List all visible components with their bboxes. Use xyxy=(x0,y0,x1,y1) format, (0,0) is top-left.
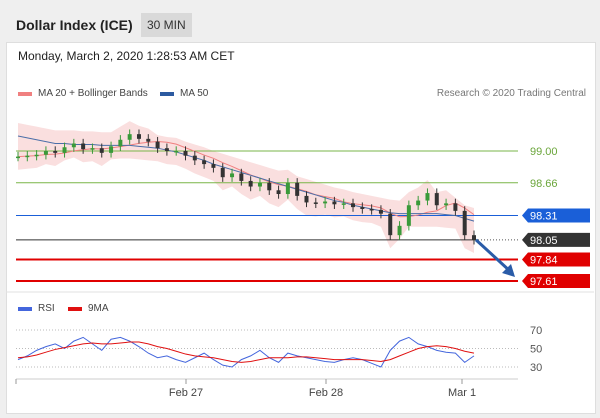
candle-body xyxy=(71,143,76,148)
legend-rsi: RSI xyxy=(18,303,55,314)
candle-body xyxy=(183,151,188,156)
level-label-98.31: 98.31 xyxy=(530,211,558,223)
candle-body xyxy=(109,146,114,153)
rsi-swatch xyxy=(18,306,32,311)
legend-ma50-label: MA 50 xyxy=(180,88,209,99)
candle-body xyxy=(192,155,197,161)
candle-body xyxy=(323,201,328,204)
candle-body xyxy=(155,141,160,149)
level-tag-97.61 xyxy=(522,274,590,288)
candle-body xyxy=(239,173,244,181)
level-label-97.61: 97.61 xyxy=(530,276,558,288)
candle-body xyxy=(220,167,225,178)
candle-body xyxy=(34,154,39,157)
header-bar: Dollar Index (ICE) 30 MIN xyxy=(0,0,600,44)
x-tick-label-1: Feb 28 xyxy=(309,387,343,399)
candle-body xyxy=(378,209,383,214)
ma50-swatch xyxy=(160,91,174,96)
candle-body xyxy=(276,190,281,195)
candle-body xyxy=(332,201,337,205)
candle-body xyxy=(397,225,402,236)
rsi-level-label-70: 70 xyxy=(530,325,542,337)
x-tick-label-2: Mar 1 xyxy=(448,387,476,399)
chart-timestamp: Monday, March 2, 2020 1:28:53 AM CET xyxy=(18,49,235,63)
bollinger-band xyxy=(18,121,474,253)
candle-body xyxy=(472,235,476,240)
candle-body xyxy=(118,139,123,147)
candle-body xyxy=(453,203,458,211)
legend-ma50: MA 50 xyxy=(160,88,208,99)
x-tick-label-0: Feb 27 xyxy=(169,387,203,399)
candle-body xyxy=(90,148,95,150)
level-label-99.00: 99.00 xyxy=(530,146,558,158)
level-label-97.84: 97.84 xyxy=(530,254,558,266)
legend-9ma: 9MA xyxy=(68,303,109,314)
level-label-98.66: 98.66 xyxy=(530,178,558,190)
candle-body xyxy=(230,173,235,178)
candle-body xyxy=(53,151,58,153)
level-label-98.05: 98.05 xyxy=(530,235,558,247)
candle-body xyxy=(211,164,216,168)
candle-body xyxy=(313,202,318,204)
candle-body xyxy=(369,208,374,211)
candle-body xyxy=(248,180,253,187)
rsi-level-label-30: 30 xyxy=(530,362,542,374)
level-tag-97.84 xyxy=(522,252,590,267)
candle-body xyxy=(416,200,421,206)
timeframe-badge[interactable]: 30 MIN xyxy=(141,13,192,37)
candle-body xyxy=(136,134,141,139)
candle-body xyxy=(127,134,132,140)
research-credit: Research © 2020 Trading Central xyxy=(436,88,586,99)
legend-bollinger-label: MA 20 + Bollinger Bands xyxy=(38,88,148,99)
ma9-swatch xyxy=(68,306,82,311)
candle-body xyxy=(257,182,262,187)
rsi-line xyxy=(17,336,475,368)
rsi-level-label-50: 50 xyxy=(530,344,542,356)
legend-rsi-label: RSI xyxy=(38,303,55,314)
legend-bollinger: MA 20 + Bollinger Bands xyxy=(18,88,148,99)
candle-body xyxy=(202,160,207,165)
chart-card xyxy=(6,42,596,414)
candle-body xyxy=(406,205,411,226)
candle-body xyxy=(425,193,430,201)
candle-body xyxy=(462,210,467,236)
candle-body xyxy=(304,195,309,203)
candle-body xyxy=(360,207,365,209)
ma50-line xyxy=(17,135,475,222)
candle-body xyxy=(25,155,30,158)
forecast-arrow-head xyxy=(502,264,515,277)
candle-body xyxy=(444,203,449,206)
candle-body xyxy=(62,147,67,153)
candle-body xyxy=(146,138,151,142)
legend-9ma-label: 9MA xyxy=(88,303,109,314)
candle-body xyxy=(285,182,290,195)
candle-body xyxy=(99,148,104,153)
candle-body xyxy=(174,151,179,153)
candle-body xyxy=(16,156,20,159)
candle-body xyxy=(295,182,300,196)
candle-body xyxy=(341,203,346,205)
candle-body xyxy=(164,148,169,151)
candle-body xyxy=(351,203,356,208)
instrument-title: Dollar Index (ICE) xyxy=(16,17,133,33)
rsi-ma9-line xyxy=(17,341,475,363)
forecast-arrow-shaft xyxy=(474,238,513,274)
level-tag-98.05 xyxy=(522,232,590,247)
candle-body xyxy=(267,182,272,191)
candle-body xyxy=(81,143,86,150)
candle-body xyxy=(43,151,48,155)
candle-body xyxy=(434,193,439,206)
candle-body xyxy=(388,213,393,236)
bollinger-swatch xyxy=(18,91,32,96)
level-tag-98.31 xyxy=(522,208,590,223)
